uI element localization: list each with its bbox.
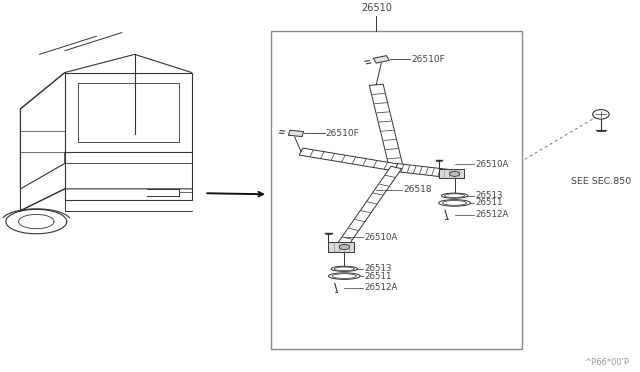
Ellipse shape bbox=[339, 244, 349, 250]
Polygon shape bbox=[300, 148, 398, 171]
Text: 26513: 26513 bbox=[475, 191, 502, 200]
Text: 26511: 26511 bbox=[365, 272, 392, 280]
Bar bbox=[271, 31, 522, 349]
Bar bbox=[439, 169, 464, 179]
Text: 26512A: 26512A bbox=[475, 210, 508, 219]
Text: 26510A: 26510A bbox=[475, 160, 508, 169]
Text: 26510F: 26510F bbox=[411, 55, 445, 64]
Circle shape bbox=[593, 110, 609, 119]
Text: 26510A: 26510A bbox=[365, 233, 398, 242]
Ellipse shape bbox=[442, 201, 467, 205]
Text: 26510: 26510 bbox=[361, 3, 392, 13]
Bar bbox=[328, 243, 354, 251]
Text: 26518: 26518 bbox=[403, 185, 431, 194]
Ellipse shape bbox=[449, 171, 460, 176]
Ellipse shape bbox=[439, 200, 470, 206]
Text: 26513: 26513 bbox=[365, 264, 392, 273]
Polygon shape bbox=[289, 130, 303, 137]
Text: SEE SEC.850: SEE SEC.850 bbox=[571, 177, 631, 186]
Polygon shape bbox=[373, 55, 389, 63]
Ellipse shape bbox=[334, 267, 355, 271]
Ellipse shape bbox=[328, 273, 360, 279]
Text: ^P66*00'P: ^P66*00'P bbox=[584, 358, 629, 367]
Ellipse shape bbox=[444, 194, 465, 198]
Polygon shape bbox=[395, 164, 452, 178]
Text: 26512A: 26512A bbox=[365, 283, 398, 292]
Ellipse shape bbox=[332, 274, 356, 279]
Polygon shape bbox=[369, 84, 403, 168]
Text: 26511: 26511 bbox=[475, 198, 502, 208]
Ellipse shape bbox=[441, 193, 468, 198]
Ellipse shape bbox=[331, 266, 358, 271]
Text: 26510F: 26510F bbox=[326, 129, 360, 138]
Polygon shape bbox=[336, 166, 401, 248]
